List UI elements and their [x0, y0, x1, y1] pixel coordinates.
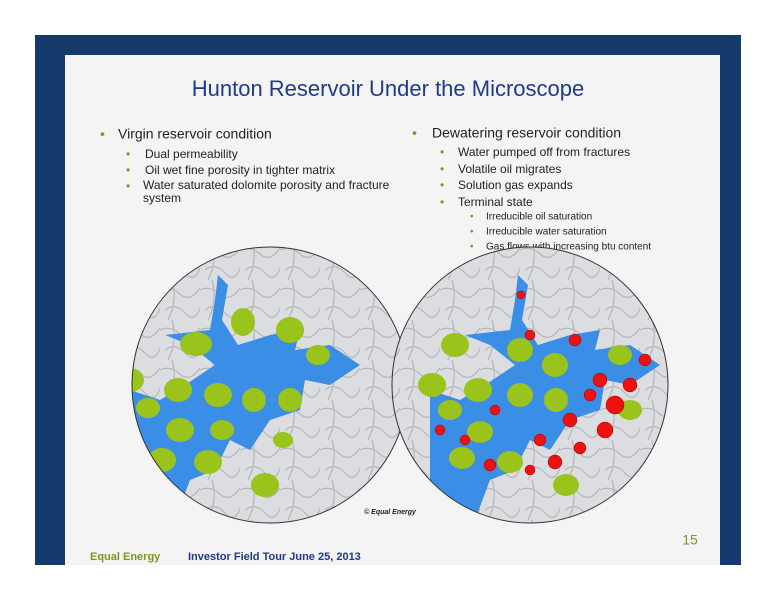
bullet-item: Solution gas expands — [458, 178, 573, 192]
right-microscope — [392, 247, 668, 523]
title: Hunton Reservoir Under the Microscope — [192, 76, 585, 101]
bullet: • — [126, 179, 130, 193]
footer-company: Equal Energy — [90, 551, 161, 563]
microscope-outline — [391, 246, 669, 524]
oil-clusters — [418, 333, 642, 496]
oil-clusters — [132, 308, 330, 497]
gas-bubbles — [434, 290, 652, 476]
left-items: • Dual permeability • Oil wet fine poros… — [126, 147, 390, 205]
bullet: • — [440, 195, 444, 209]
bullet-item: Terminal state — [458, 195, 533, 209]
bullet-item: Water pumped off from fractures — [458, 145, 630, 159]
bullet: • — [470, 242, 474, 253]
bullet-item-wrap: Water saturated dolomite porosity and fr… — [143, 179, 390, 205]
bullet: • — [440, 162, 444, 176]
bullet-item: Dual permeability — [145, 147, 238, 161]
bullet: • — [440, 145, 444, 159]
bullet-heading: Dewatering reservoir condition — [432, 125, 621, 141]
footer-event: Investor Field Tour June 25, 2013 — [188, 551, 361, 563]
sub-item: Gas flows with increasing btu content — [486, 242, 651, 253]
bullet: • — [126, 147, 130, 161]
bullet: • — [470, 227, 474, 238]
sub-item: Irreducible water saturation — [486, 227, 607, 238]
bullet-item: Water saturated dolomite porosity and fr… — [143, 179, 390, 205]
bullet: • — [126, 163, 130, 177]
page-number: 15 — [682, 532, 698, 548]
left-microscope — [132, 247, 408, 523]
copyright: © Equal Energy — [364, 508, 417, 516]
bullet-item: Volatile oil migrates — [458, 162, 561, 176]
bullet: • — [470, 212, 474, 223]
bullet-item: Oil wet fine porosity in tighter matrix — [145, 163, 335, 177]
bullet: • — [440, 178, 444, 192]
bullet: • — [100, 126, 105, 142]
sub-item: Irreducible oil saturation — [486, 212, 592, 223]
right-items: • Water pumped off from fractures • Vola… — [440, 145, 651, 252]
bullet: • — [412, 125, 417, 141]
bullet-heading: Virgin reservoir condition — [118, 126, 272, 142]
